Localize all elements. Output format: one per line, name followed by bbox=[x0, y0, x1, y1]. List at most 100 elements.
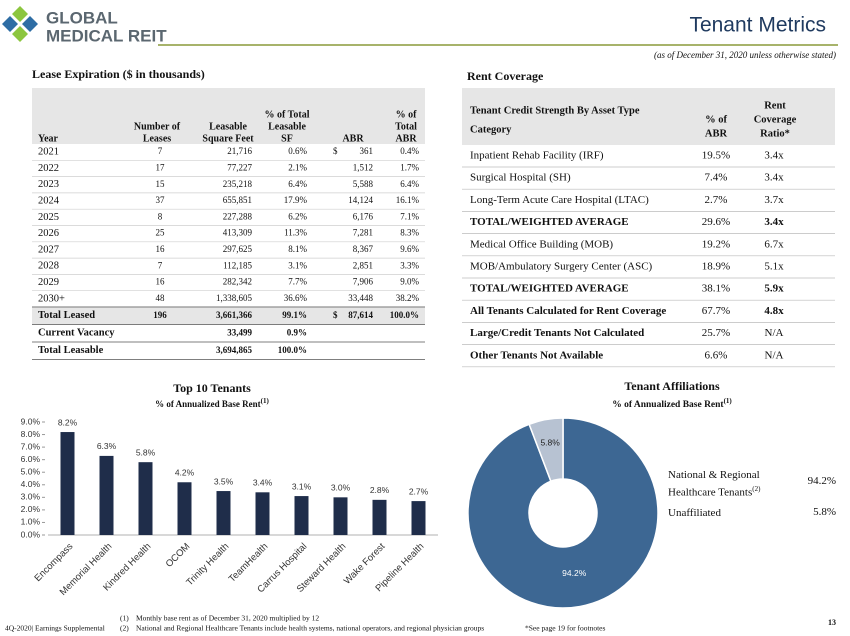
table-cell: 17 bbox=[156, 163, 166, 173]
bar bbox=[255, 492, 270, 535]
table-cell: 8,367 bbox=[353, 244, 374, 254]
value-label: 2.8% bbox=[370, 485, 390, 495]
table-cell: 37 bbox=[156, 195, 166, 205]
table-cell: 2.1% bbox=[288, 163, 307, 173]
column-header: Ratio* bbox=[760, 128, 790, 139]
table-cell: 2026 bbox=[38, 228, 59, 239]
page-subtitle: (as of December 31, 2020 unless otherwis… bbox=[654, 50, 836, 60]
table-cell: 7 bbox=[158, 260, 163, 270]
table-cell: 33,448 bbox=[348, 293, 373, 303]
footnote-see: *See page 19 for footnotes bbox=[525, 624, 605, 633]
table-cell: 7.4% bbox=[705, 172, 728, 184]
bar bbox=[294, 496, 309, 535]
bar bbox=[177, 482, 192, 535]
bar bbox=[372, 499, 387, 535]
table-cell: 7,281 bbox=[353, 228, 373, 238]
table-cell: 38.2% bbox=[396, 293, 420, 303]
table-cell: 7.1% bbox=[400, 211, 419, 221]
value-label: 3.5% bbox=[214, 476, 234, 486]
table-header-bg bbox=[462, 88, 835, 145]
table-cell: Surgical Hospital (SH) bbox=[470, 172, 571, 184]
table-cell: TOTAL/WEIGHTED AVERAGE bbox=[470, 283, 629, 295]
footnote-text: Monthly base rent as of December 31, 202… bbox=[136, 614, 319, 623]
table-cell: 2022 bbox=[38, 163, 59, 174]
table-cell: 7 bbox=[158, 146, 163, 156]
table-cell: 3.4x bbox=[764, 172, 784, 184]
value-label: 2.7% bbox=[409, 486, 429, 496]
column-header: ABR bbox=[395, 133, 417, 144]
table-cell: 6.2% bbox=[288, 211, 307, 221]
table-cell: 5,588 bbox=[353, 179, 374, 189]
column-header: ABR bbox=[705, 128, 728, 139]
value-label: 5.8% bbox=[540, 437, 560, 447]
column-header: % of bbox=[396, 109, 418, 120]
table-cell: 38.1% bbox=[702, 283, 730, 295]
table-cell: 25 bbox=[156, 228, 166, 238]
legend-text: National & Regional Healthcare Tenants bbox=[668, 469, 760, 499]
table-cell: 87,614 bbox=[348, 310, 373, 320]
legend-value: 5.8% bbox=[813, 505, 836, 518]
table-cell: Large/Credit Tenants Not Calculated bbox=[470, 327, 644, 339]
column-header: % of Total bbox=[264, 109, 309, 120]
table-cell: $ bbox=[333, 146, 338, 156]
y-tick-label: 5.0% bbox=[21, 466, 41, 476]
y-tick-label: 1.0% bbox=[21, 517, 41, 527]
chart-subtitle: % of Annualized Base Rent(1) bbox=[155, 397, 269, 409]
table-cell: 7,906 bbox=[353, 277, 374, 287]
column-header: Leasable bbox=[209, 121, 247, 132]
table-cell: 67.7% bbox=[702, 305, 730, 317]
superscript: (1) bbox=[261, 397, 270, 405]
table-cell: 2,851 bbox=[353, 260, 373, 270]
table-cell: 2021 bbox=[38, 147, 59, 158]
table-cell: N/A bbox=[765, 327, 784, 339]
table-cell: 1.7% bbox=[400, 163, 419, 173]
table-cell: 100.0% bbox=[390, 310, 419, 320]
table-cell: 5.9x bbox=[764, 283, 784, 295]
table-cell: 4.8x bbox=[764, 305, 784, 317]
table-cell: 25.7% bbox=[702, 327, 730, 339]
table-cell: Total Leasable bbox=[38, 345, 104, 356]
table-cell: 0.6% bbox=[288, 146, 307, 156]
value-label: 3.4% bbox=[253, 478, 273, 488]
table-cell: 14,124 bbox=[348, 195, 373, 205]
superscript: (1) bbox=[724, 397, 733, 405]
table-cell: 16 bbox=[156, 277, 166, 287]
table-cell: 11.3% bbox=[284, 228, 307, 238]
table-cell: 3,694,865 bbox=[216, 345, 253, 355]
footnote-mark: (1) bbox=[120, 614, 129, 623]
table-title: Rent Coverage bbox=[467, 69, 544, 83]
column-header: Leasable bbox=[268, 121, 306, 132]
column-header: % of bbox=[705, 114, 727, 125]
superscript: (2) bbox=[752, 485, 761, 493]
table-cell: 33,499 bbox=[227, 327, 252, 337]
table-cell: Long-Term Acute Care Hospital (LTAC) bbox=[470, 194, 649, 206]
table-cell: 235,218 bbox=[223, 179, 253, 189]
table-cell: 196 bbox=[153, 310, 167, 320]
legend-label: National & Regional Healthcare Tenants(2… bbox=[668, 468, 778, 500]
table-cell: 8.1% bbox=[288, 244, 307, 254]
table-cell: 3.1% bbox=[288, 260, 307, 270]
table-cell: 3.4x bbox=[764, 150, 784, 162]
table-cell: 7.7% bbox=[288, 277, 307, 287]
column-header: Rent bbox=[764, 100, 786, 111]
table-title: Lease Expiration ($ in thousands) bbox=[32, 67, 205, 81]
legend-text: Unaffiliated bbox=[668, 506, 721, 519]
table-cell: 29.6% bbox=[702, 216, 730, 228]
table-cell: 77,227 bbox=[227, 163, 252, 173]
table-cell: 16.1% bbox=[396, 195, 420, 205]
column-header: Square Feet bbox=[202, 133, 254, 144]
table-header-bg bbox=[32, 88, 425, 144]
value-label: 4.2% bbox=[175, 468, 195, 478]
table-cell: 2025 bbox=[38, 212, 59, 223]
bar bbox=[138, 462, 153, 535]
table-cell: 2028 bbox=[38, 261, 59, 272]
column-header: Category bbox=[470, 124, 512, 135]
value-label: 5.8% bbox=[136, 447, 156, 457]
x-tick-label: OCOM bbox=[164, 541, 193, 570]
table-cell: Total Leased bbox=[38, 310, 95, 321]
value-label: 3.0% bbox=[331, 483, 351, 493]
table-cell: 99.1% bbox=[282, 310, 307, 320]
table-cell: 21,716 bbox=[227, 146, 252, 156]
table-cell: 6,176 bbox=[353, 211, 374, 221]
y-tick-label: 2.0% bbox=[21, 504, 41, 514]
